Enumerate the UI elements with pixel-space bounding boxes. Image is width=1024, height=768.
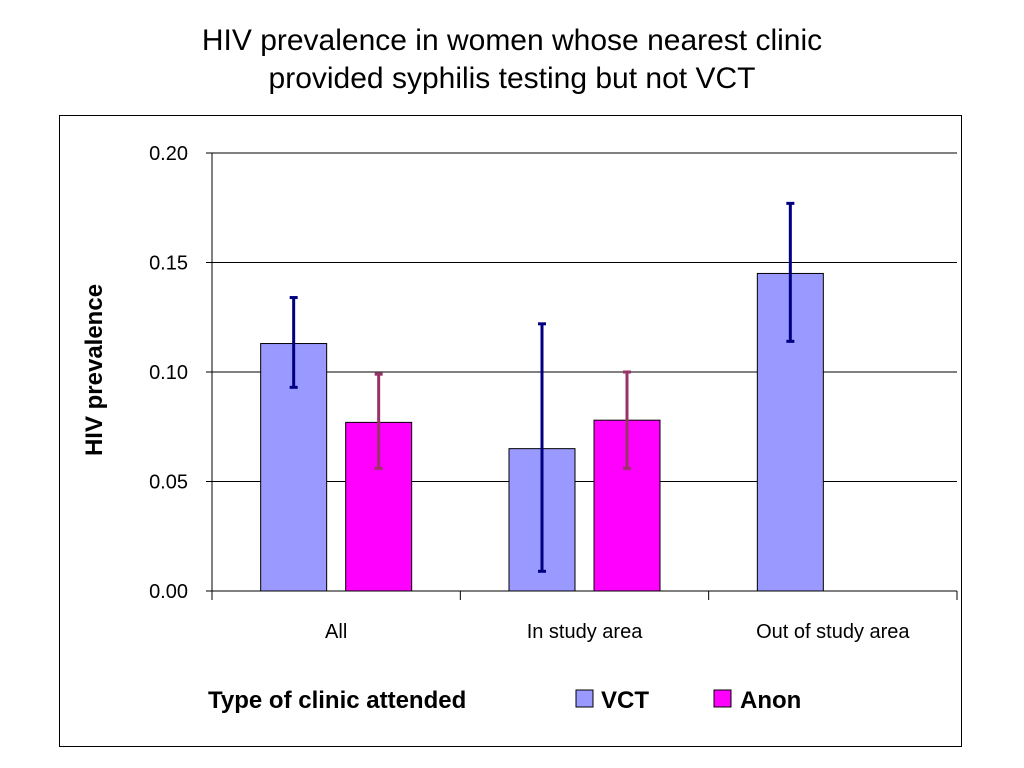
legend-swatch-anon: [713, 689, 732, 708]
error-bar-vct-2: [538, 322, 546, 573]
y-tick-label: 0.10: [149, 362, 188, 384]
error-bars-layer: [289, 201, 795, 573]
error-bar-vct-3: [786, 201, 795, 343]
y-axis-label: HIV prevalence: [81, 284, 108, 456]
x-tick-label: In study area: [527, 621, 644, 643]
error-bar-anon-1: [374, 372, 383, 470]
legend-swatch-vct: [575, 689, 594, 708]
axes-layer: 0.00 0.05 0.10 0.15 0.20 All In study area Out …: [149, 143, 958, 643]
y-tick-label: 0.15: [149, 253, 188, 275]
x-tick-label: Out of study area: [756, 621, 910, 643]
chart-title-line-1: HIV prevalence in women whose nearest cl…: [201, 24, 823, 57]
grid-layer: [212, 152, 957, 482]
y-tick-label: 0.00: [149, 581, 188, 603]
legend-title: Type of clinic attended: [208, 687, 466, 714]
chart-frame: [59, 115, 962, 747]
x-tick-label: All: [325, 621, 347, 643]
error-bar-vct-1: [289, 296, 298, 389]
legend: Type of clinic attended VCT Anon: [208, 687, 801, 714]
y-tick-label: 0.05: [149, 472, 188, 494]
y-tick-label: 0.20: [149, 143, 188, 165]
legend-label-anon: Anon: [740, 687, 801, 714]
chart-title: HIV prevalence in women whose nearest cl…: [0, 22, 1024, 98]
legend-label-vct: VCT: [601, 687, 649, 714]
chart-title-line-2: provided syphilis testing but not VCT: [268, 62, 756, 95]
error-bar-anon-2: [623, 370, 631, 470]
